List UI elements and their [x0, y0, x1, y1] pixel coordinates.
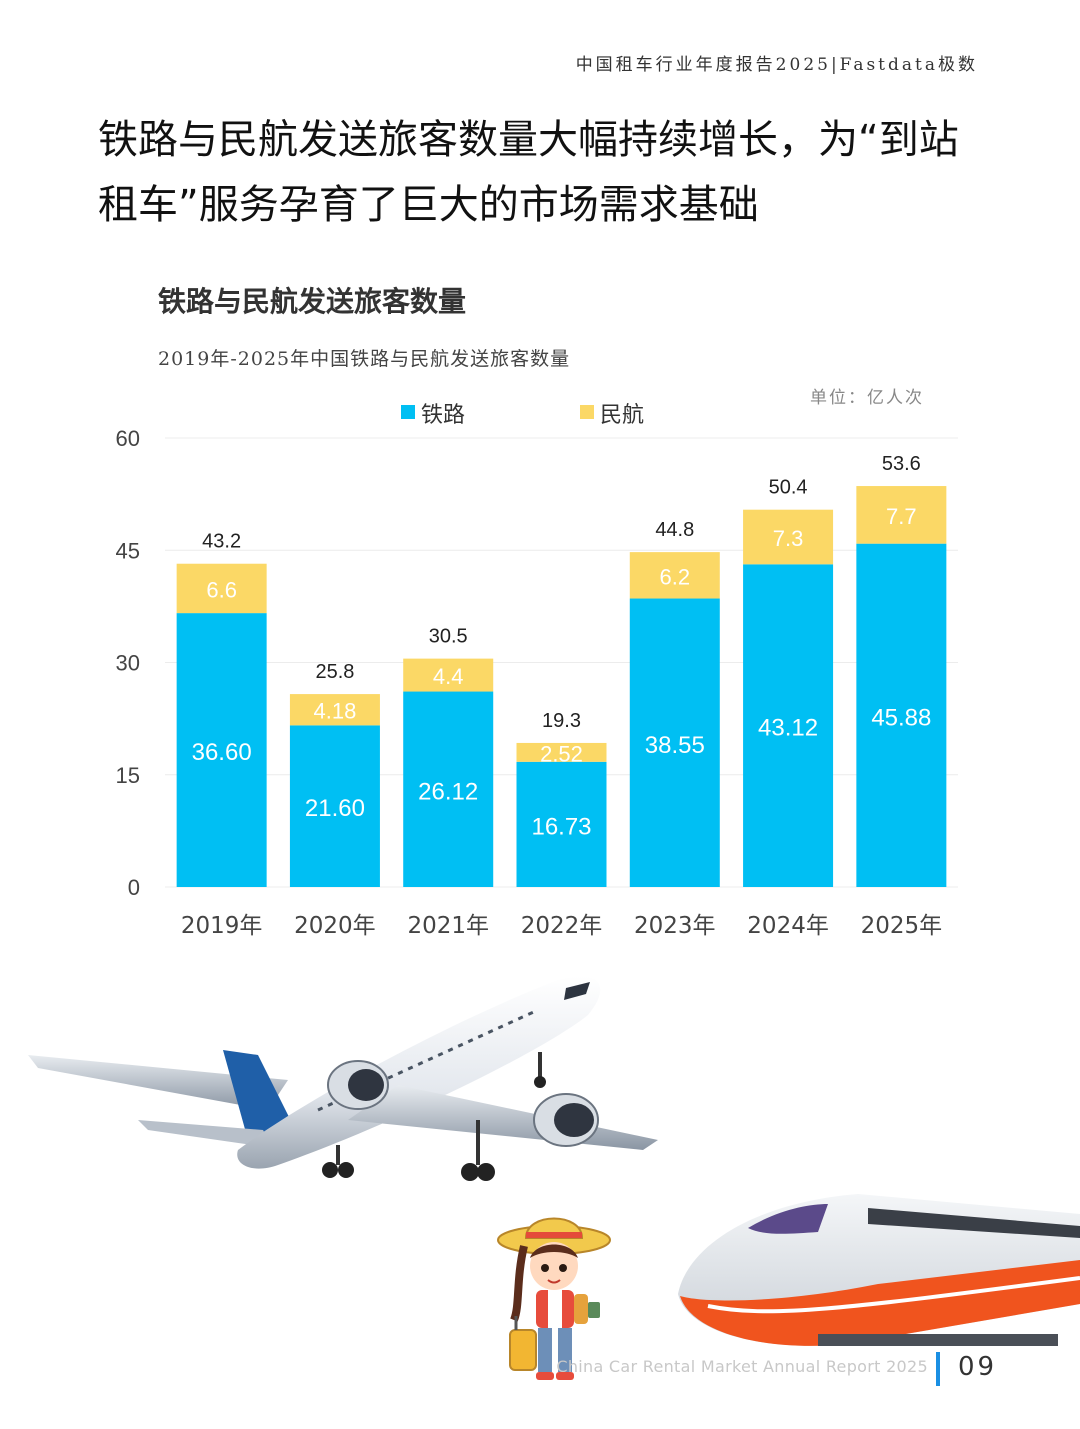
- page-headline: 铁路与民航发送旅客数量大幅持续增长，为“到站租车”服务孕育了巨大的市场需求基础: [98, 117, 959, 228]
- bar-rail: [629, 598, 720, 887]
- aviation-value-label: 7.3: [773, 526, 804, 551]
- bar-aviation: [176, 563, 267, 614]
- rail-value-label: 36.60: [192, 739, 252, 766]
- legend-label: 民航: [600, 403, 644, 428]
- bar-rail: [516, 761, 607, 887]
- bar-rail: [289, 725, 380, 887]
- rail-value-label: 45.88: [871, 704, 931, 731]
- aviation-value-label: 4.4: [433, 664, 464, 689]
- bar-aviation: [629, 552, 720, 599]
- bar-aviation: [516, 742, 607, 762]
- total-value-label: 50.4: [769, 477, 808, 499]
- x-tick-label: 2022年: [521, 913, 603, 939]
- bar-aviation: [403, 658, 494, 692]
- total-value-label: 44.8: [655, 519, 694, 541]
- stacked-bar-chart: 0 15 30 45 60 36.60 6.6 43.2 2019年 21.60 4.18 25.8…: [116, 403, 958, 939]
- chart-unit: 单位：亿人次: [810, 388, 924, 408]
- bar-rail: [176, 613, 267, 887]
- chart-subtitle: 2019年-2025年中国铁路与民航发送旅客数量: [158, 348, 571, 370]
- bar-rail: [856, 543, 947, 887]
- report-header: 中国租车行业年度报告2025|Fastdata极数: [575, 55, 978, 75]
- chart-title: 铁路与民航发送旅客数量: [158, 285, 467, 318]
- rail-value-label: 38.55: [645, 732, 705, 759]
- bar-rail: [743, 564, 834, 887]
- y-tick-label: 60: [116, 426, 140, 451]
- x-tick-label: 2024年: [747, 913, 829, 939]
- bar-aviation: [289, 694, 380, 726]
- aviation-value-label: 7.7: [886, 504, 917, 529]
- aviation-value-label: 6.6: [206, 577, 237, 602]
- footer-accent-bar: [936, 1352, 940, 1386]
- footer-caption: China Car Rental Market Annual Report 20…: [556, 1357, 928, 1376]
- traveler-girl-illustration: [497, 1217, 611, 1380]
- total-value-label: 19.3: [542, 710, 581, 732]
- x-tick-label: 2019年: [181, 913, 263, 939]
- y-tick-label: 0: [128, 875, 140, 900]
- airplane-illustration: [28, 976, 658, 1181]
- bar-aviation: [743, 509, 834, 565]
- total-value-label: 53.6: [882, 453, 921, 475]
- legend-swatch: [401, 405, 415, 419]
- total-value-label: 25.8: [315, 661, 354, 683]
- legend-label: 铁路: [421, 403, 465, 428]
- total-value-label: 30.5: [429, 626, 468, 648]
- bar-aviation: [856, 486, 947, 544]
- legend-swatch: [580, 405, 594, 419]
- rail-value-label: 26.12: [418, 778, 478, 805]
- aviation-value-label: 6.2: [659, 564, 690, 589]
- x-tick-label: 2021年: [407, 913, 489, 939]
- y-tick-label: 30: [116, 651, 140, 676]
- x-tick-label: 2025年: [861, 913, 943, 939]
- bar-rail: [403, 691, 494, 887]
- high-speed-train-illustration: [678, 1194, 1080, 1346]
- x-tick-label: 2020年: [294, 913, 376, 939]
- x-tick-label: 2023年: [634, 913, 716, 939]
- y-tick-label: 45: [116, 538, 140, 563]
- aviation-value-label: 4.18: [314, 699, 357, 724]
- rail-value-label: 21.60: [305, 795, 365, 822]
- aviation-value-label: 2.52: [540, 741, 583, 766]
- rail-value-label: 16.73: [531, 813, 591, 840]
- page-number: 09: [958, 1352, 998, 1382]
- y-tick-label: 15: [116, 763, 140, 788]
- total-value-label: 43.2: [202, 531, 241, 553]
- rail-value-label: 43.12: [758, 715, 818, 742]
